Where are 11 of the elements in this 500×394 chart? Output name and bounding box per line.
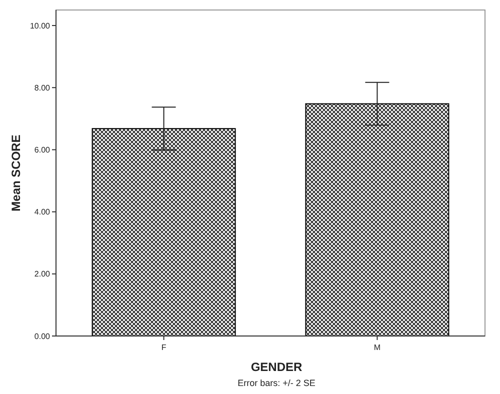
y-tick-label: 10.00: [30, 21, 51, 30]
text: Error bars: +/- 2 SE: [238, 378, 316, 388]
y-tick-label: 2.00: [34, 270, 51, 279]
y-tick-label: 4.00: [34, 208, 51, 217]
x-tick-label: F: [161, 343, 166, 352]
x-axis-title: GENDER: [250, 360, 302, 374]
y-tick-label: 0.00: [34, 332, 51, 341]
y-tick-label: 8.00: [34, 83, 51, 92]
y-axis-title: Mean SCORE: [9, 134, 23, 212]
y-tick-label: 6.00: [34, 146, 51, 155]
x-tick-label: M: [374, 343, 381, 352]
